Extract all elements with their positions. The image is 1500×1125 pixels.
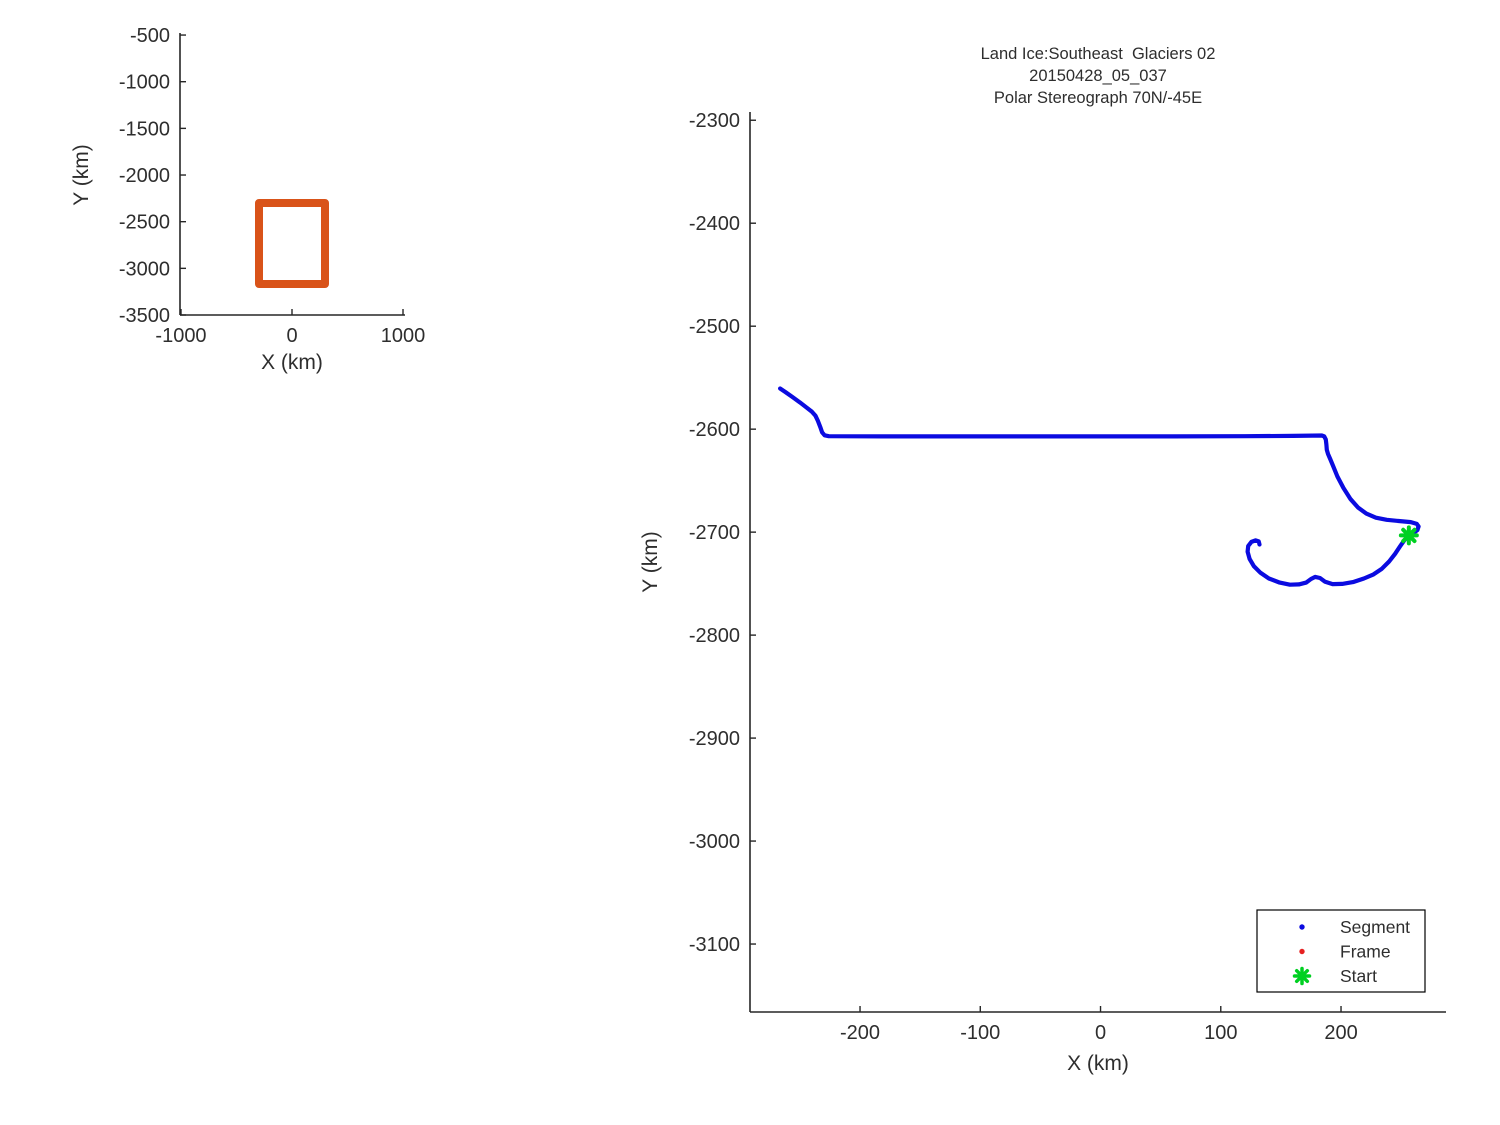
y-tick-label: -3000 (119, 258, 170, 280)
x-tick-label: 0 (286, 325, 297, 347)
y-tick-label: -2500 (119, 212, 170, 234)
y-tick-label: -1500 (119, 118, 170, 140)
y-tick-label: -3100 (689, 934, 740, 956)
legend-item-start: Start (1292, 966, 1377, 986)
y-tick-label: -2900 (689, 728, 740, 750)
legend: Segment Frame Start (1256, 909, 1426, 993)
y-tick-label: -3500 (119, 305, 170, 327)
legend-marker-start-icon (1292, 966, 1312, 986)
start-marker-icon (1398, 525, 1419, 546)
legend-item-frame: Frame (1299, 942, 1391, 962)
legend-marker-segment-icon (1299, 924, 1305, 930)
y-tick-label: -1000 (119, 72, 170, 94)
y-tick-label: -2600 (689, 419, 740, 441)
legend-label-frame: Frame (1340, 942, 1391, 962)
y-tick-label: -2400 (689, 213, 740, 235)
main-plot: -200 -100 0 100 200 -2300 -2400 -2500 -2600 -2700… (639, 45, 1446, 1075)
asterisk-spoke (1401, 527, 1417, 544)
y-tick-label: -2800 (689, 625, 740, 647)
x-tick-label: -100 (960, 1022, 1000, 1044)
title-line-2: 20150428_05_037 (1029, 67, 1167, 85)
y-tick-label: -2500 (689, 316, 740, 338)
coverage-outline-path (255, 199, 329, 288)
segment-track-path (778, 386, 1421, 587)
x-axis-label: X (km) (261, 351, 323, 374)
x-tick-label: 0 (1095, 1022, 1106, 1044)
y-tick-label: -500 (130, 25, 170, 47)
y-tick-label: -2700 (689, 522, 740, 544)
x-axis-label: X (km) (1067, 1052, 1129, 1075)
title-line-1: Land Ice:Southeast Glaciers 02 (981, 45, 1216, 63)
x-tick-label: 200 (1324, 1022, 1357, 1044)
asterisk-spoke (1294, 968, 1310, 984)
title-line-3: Polar Stereograph 70N/-45E (994, 89, 1202, 107)
x-tick-label: -200 (840, 1022, 880, 1044)
x-tick-label: 1000 (381, 325, 426, 347)
legend-label-start: Start (1340, 966, 1377, 986)
legend-item-segment: Segment (1299, 917, 1410, 937)
legend-marker-frame-icon (1299, 948, 1305, 955)
y-axis-label: Y (km) (639, 531, 662, 592)
y-tick-label: -3000 (689, 831, 740, 853)
y-tick-label: -2000 (119, 165, 170, 187)
overview-plot: -1000 0 1000 -500 -1000 -1500 -2000 -2500 -3000 -… (70, 25, 425, 374)
x-tick-label: -1000 (155, 325, 206, 347)
y-tick-label: -2300 (689, 110, 740, 132)
legend-label-segment: Segment (1340, 917, 1410, 937)
y-axis-label: Y (km) (70, 144, 93, 205)
legend-box (1256, 909, 1426, 993)
x-tick-label: 100 (1204, 1022, 1237, 1044)
